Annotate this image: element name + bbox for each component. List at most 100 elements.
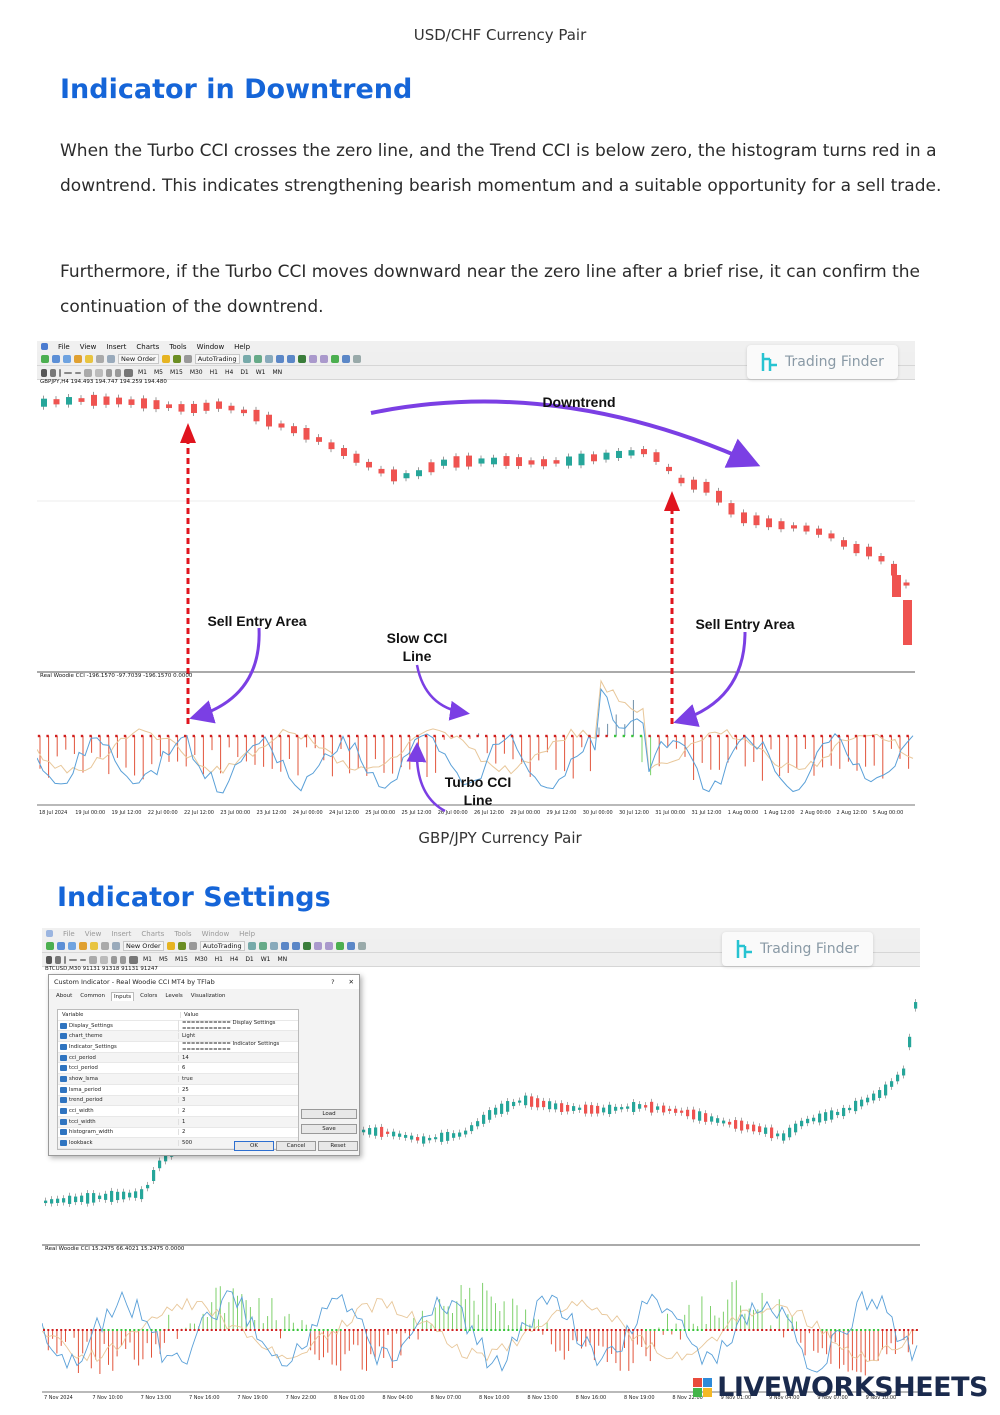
cancel-button[interactable]: Cancel (276, 1141, 316, 1151)
line-chart-icon[interactable] (264, 354, 273, 363)
terminal-icon[interactable] (96, 354, 104, 363)
signals-icon[interactable] (188, 941, 197, 950)
input-row[interactable]: cci_period 14 (58, 1052, 298, 1064)
input-row[interactable]: tcci_period 6 (58, 1063, 298, 1075)
timeframe-button[interactable]: H4 (224, 369, 234, 376)
reset-button[interactable]: Reset (318, 1141, 358, 1151)
globe-icon[interactable] (172, 354, 181, 363)
text-icon[interactable] (106, 368, 112, 377)
horizontal-line-icon[interactable] (69, 958, 77, 961)
menu-item[interactable]: File (58, 342, 70, 351)
vertical-line-icon[interactable] (59, 368, 61, 377)
new-chart-icon[interactable] (41, 354, 49, 363)
input-value[interactable]: 14 (178, 1054, 298, 1061)
arrows-icon[interactable] (129, 955, 138, 964)
bar-chart-icon[interactable] (242, 354, 251, 363)
menu-item[interactable]: Window (196, 342, 225, 351)
menu-item[interactable]: Help (239, 929, 256, 938)
line-chart-icon[interactable] (269, 941, 278, 950)
vertical-line-icon[interactable] (64, 955, 66, 964)
menu-item[interactable]: Tools (169, 342, 187, 351)
profiles-icon[interactable] (57, 941, 65, 950)
save-button[interactable]: Save (301, 1124, 357, 1134)
load-button[interactable]: Load (301, 1109, 357, 1119)
input-value[interactable]: true (178, 1075, 298, 1082)
terminal-icon[interactable] (101, 941, 109, 950)
candlestick-icon[interactable] (258, 941, 267, 950)
menu-item[interactable]: Window (201, 929, 230, 938)
input-value[interactable]: Light (178, 1033, 298, 1040)
timeframe-button[interactable]: MN (277, 956, 288, 963)
timeframe-button[interactable]: M5 (159, 956, 168, 963)
autoscroll-icon[interactable] (308, 354, 317, 363)
timeframe-button[interactable]: M30 (194, 956, 208, 963)
crosshair-icon[interactable] (55, 955, 61, 964)
menu-item[interactable]: View (79, 342, 97, 351)
label-icon[interactable] (120, 955, 126, 964)
help-icon[interactable]: ? (331, 978, 335, 986)
periods-icon[interactable] (346, 941, 355, 950)
timeframe-button[interactable]: H1 (209, 369, 218, 376)
input-value[interactable]: 25 (178, 1086, 298, 1093)
input-row[interactable]: trend_period 3 (58, 1095, 298, 1107)
input-value[interactable]: =========== Indicator Settings =========… (178, 1040, 298, 1053)
text-icon[interactable] (111, 955, 117, 964)
market-watch-icon[interactable] (68, 941, 76, 950)
tab-visualization[interactable]: Visualization (190, 993, 226, 999)
input-value[interactable]: 2 (178, 1129, 298, 1136)
timeframe-button[interactable]: M1 (143, 956, 152, 963)
timeframe-button[interactable]: D1 (245, 956, 254, 963)
data-window-icon[interactable] (79, 941, 87, 950)
channel-icon[interactable] (89, 955, 97, 964)
data-window-icon[interactable] (74, 354, 82, 363)
timeframe-button[interactable]: M30 (189, 369, 203, 376)
menu-item[interactable]: Help (234, 342, 251, 351)
input-value[interactable]: 1 (178, 1118, 298, 1125)
input-row[interactable]: histogram_width 2 (58, 1128, 298, 1139)
chart-shift-icon[interactable] (319, 354, 328, 363)
tester-icon[interactable] (107, 354, 115, 363)
tab-colors[interactable]: Colors (140, 993, 158, 999)
menu-item[interactable]: Charts (141, 929, 165, 938)
signals-icon[interactable] (183, 354, 192, 363)
templates-icon[interactable] (357, 941, 366, 950)
input-row[interactable]: Display_Settings =========== Display Sett… (58, 1019, 298, 1032)
bar-chart-icon[interactable] (247, 941, 256, 950)
horizontal-line-icon[interactable] (64, 371, 72, 374)
input-value[interactable]: 3 (178, 1097, 298, 1104)
cursor-icon[interactable] (41, 368, 47, 377)
input-row[interactable]: show_lsma true (58, 1074, 298, 1085)
trendline-icon[interactable] (80, 958, 86, 961)
autotrading-button[interactable]: AutoTrading (199, 940, 245, 951)
menu-item[interactable]: File (63, 929, 75, 938)
fibonacci-icon[interactable] (100, 955, 108, 964)
close-icon[interactable]: ✕ (348, 978, 354, 986)
profiles-icon[interactable] (52, 354, 60, 363)
timeframe-button[interactable]: D1 (240, 369, 249, 376)
input-row[interactable]: lsma_period 25 (58, 1085, 298, 1096)
tile-windows-icon[interactable] (302, 941, 311, 950)
zoom-in-icon[interactable] (275, 354, 284, 363)
fibonacci-icon[interactable] (95, 368, 103, 377)
timeframe-button[interactable]: MN (272, 369, 283, 376)
globe-icon[interactable] (177, 941, 186, 950)
input-row[interactable]: Indicator_Settings =========== Indicator … (58, 1040, 298, 1053)
zoom-out-icon[interactable] (286, 354, 295, 363)
tab-levels[interactable]: Levels (165, 993, 183, 999)
channel-icon[interactable] (84, 368, 92, 377)
input-row[interactable]: tcci_width 1 (58, 1116, 298, 1128)
timeframe-button[interactable]: M15 (170, 369, 183, 376)
input-value[interactable]: 6 (178, 1065, 298, 1072)
input-row[interactable]: lookback 500 (58, 1138, 298, 1149)
autoscroll-icon[interactable] (313, 941, 322, 950)
zoom-out-icon[interactable] (291, 941, 300, 950)
tab-inputs[interactable]: Inputs (111, 992, 135, 1001)
arrows-icon[interactable] (124, 368, 133, 377)
market-watch-icon[interactable] (63, 354, 71, 363)
label-icon[interactable] (115, 368, 121, 377)
menu-item[interactable]: Charts (136, 342, 160, 351)
timeframe-button[interactable]: H1 (214, 956, 223, 963)
navigator-icon[interactable] (90, 941, 98, 950)
menu-item[interactable]: Insert (106, 342, 127, 351)
tab-common[interactable]: Common (80, 993, 106, 999)
